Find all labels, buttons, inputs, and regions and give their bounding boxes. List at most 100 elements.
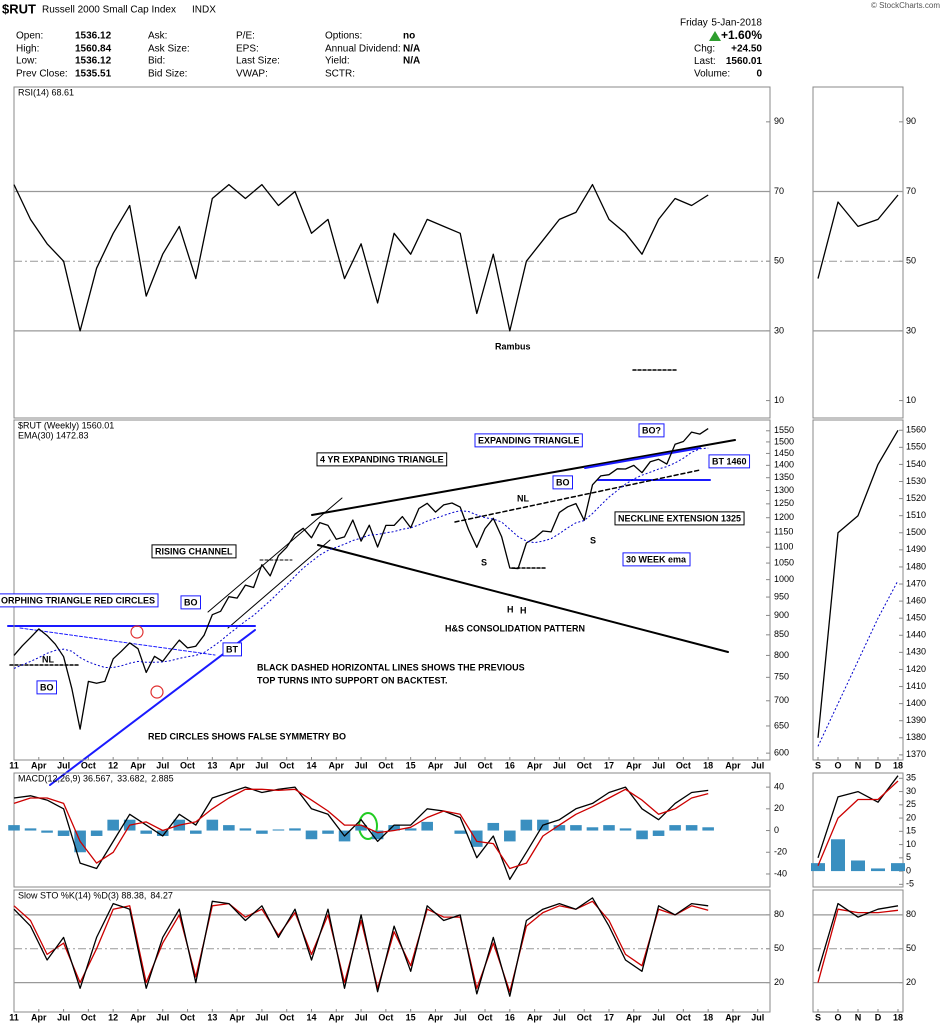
y-tick-label: 1520 <box>906 493 926 503</box>
y-tick-label: 50 <box>774 943 784 953</box>
y-tick-label: 10 <box>906 395 916 405</box>
annotation: H <box>507 604 514 614</box>
annotation: TOP TURNS INTO SUPPORT ON BACKTEST. <box>257 675 448 685</box>
histogram-bar <box>322 830 334 834</box>
x-tick-label: 18 <box>703 760 713 770</box>
histogram-bar <box>206 819 219 831</box>
y-tick-label: 1400 <box>906 698 926 708</box>
histogram-bar <box>41 830 53 833</box>
x-tick-label: Apr <box>31 760 47 770</box>
x-tick-label: 17 <box>604 1012 614 1022</box>
label-box <box>222 642 242 657</box>
y-tick-label: 0 <box>774 825 779 835</box>
annotation: 4 YR EXPANDING TRIANGLE <box>320 454 444 464</box>
quote-label: Chg: <box>694 44 715 55</box>
x-tick-label: 12 <box>108 1012 118 1022</box>
red-circle <box>130 625 144 639</box>
histogram-bar <box>404 828 417 831</box>
annotation: BO <box>40 682 54 692</box>
panel-frame <box>812 86 904 419</box>
histogram-bar <box>272 829 285 831</box>
series-line <box>13 788 709 870</box>
y-tick-label: 1380 <box>906 732 926 742</box>
y-tick-label: 20 <box>774 803 784 813</box>
y-tick-label: 20 <box>774 977 784 987</box>
up-arrow <box>709 31 721 41</box>
histogram-bar <box>305 830 318 840</box>
histogram-bar <box>454 830 467 834</box>
trend-line <box>207 497 343 613</box>
x-tick-label: Apr <box>725 760 741 770</box>
annotation: NECKLINE EXTENSION 1325 <box>618 513 741 523</box>
y-tick-label: 750 <box>774 672 789 682</box>
panel-frame <box>13 86 771 419</box>
x-tick-label: Oct <box>180 1012 195 1022</box>
annotation: BT 1460 <box>712 456 747 466</box>
y-tick-label: 50 <box>906 256 916 266</box>
annotation: RED CIRCLES SHOWS FALSE SYMMETRY BO <box>148 731 346 741</box>
y-tick-label: 90 <box>774 116 784 126</box>
exchange: INDX <box>192 5 216 16</box>
x-tick-label: Jul <box>751 1012 764 1022</box>
series-line <box>817 780 899 867</box>
neckline <box>454 469 701 523</box>
x-tick-label: Oct <box>577 1012 592 1022</box>
annotation: BO <box>184 597 198 607</box>
histogram-bar <box>256 830 268 834</box>
quote-value: +24.50 <box>731 44 762 55</box>
histogram-bar <box>851 860 865 872</box>
field-label: Yield: <box>325 56 350 67</box>
histogram-bar <box>619 828 632 831</box>
field-label: Prev Close: <box>16 69 68 80</box>
field-label: Ask Size: <box>148 44 190 55</box>
histogram-bar <box>669 825 681 831</box>
x-tick-label: 11 <box>9 760 19 770</box>
x-tick-label: 13 <box>207 1012 217 1022</box>
legend-entry: EMA(30) 1472.83 <box>18 430 89 440</box>
histogram-bar <box>487 822 500 831</box>
y-tick-label: 15 <box>906 826 916 836</box>
y-tick-label: 80 <box>774 909 784 919</box>
histogram-bar <box>586 827 599 831</box>
x-tick-label: Oct <box>577 760 592 770</box>
y-tick-label: 1430 <box>906 647 926 657</box>
series-line <box>13 897 709 997</box>
x-tick-label: O <box>834 1012 841 1022</box>
field-label: Bid Size: <box>148 69 187 80</box>
y-tick-label: 1470 <box>906 578 926 588</box>
histogram-bar <box>652 830 665 836</box>
symbol: $RUT <box>2 1 36 16</box>
x-tick-label: Jul <box>652 760 665 770</box>
x-tick-label: Apr <box>527 1012 543 1022</box>
y-tick-label: 600 <box>774 748 789 758</box>
histogram-bar <box>8 825 20 831</box>
y-tick-label: 5 <box>906 852 911 862</box>
annotation: BT <box>226 644 238 654</box>
annotation: BO <box>556 477 570 487</box>
x-tick-label: Apr <box>626 1012 642 1022</box>
y-tick-label: 900 <box>774 610 789 620</box>
histogram-bar <box>90 830 103 836</box>
y-tick-label: 50 <box>774 256 784 266</box>
annotation: ORPHING TRIANGLE RED CIRCLES <box>1 595 155 605</box>
histogram-bar <box>107 819 119 831</box>
label-box <box>316 452 448 467</box>
y-tick-label: 10 <box>906 839 916 849</box>
x-tick-label: Oct <box>81 1012 96 1022</box>
x-tick-label: Apr <box>428 760 444 770</box>
series-line <box>13 428 709 730</box>
field-label: VWAP: <box>236 69 268 80</box>
annotation: Rambus <box>495 341 531 351</box>
field-value: N/A <box>403 44 420 55</box>
y-tick-label: 700 <box>774 695 789 705</box>
y-tick-label: 1150 <box>774 527 793 537</box>
x-tick-label: 15 <box>406 760 416 770</box>
field-value: 1560.84 <box>75 44 112 55</box>
y-tick-label: 1540 <box>906 459 926 469</box>
x-tick-label: Apr <box>626 760 642 770</box>
y-tick-label: 70 <box>906 186 916 196</box>
field-value: 1536.12 <box>75 31 112 42</box>
histogram-bar <box>891 863 905 872</box>
x-tick-label: Apr <box>725 1012 741 1022</box>
field-label: SCTR: <box>325 69 355 80</box>
